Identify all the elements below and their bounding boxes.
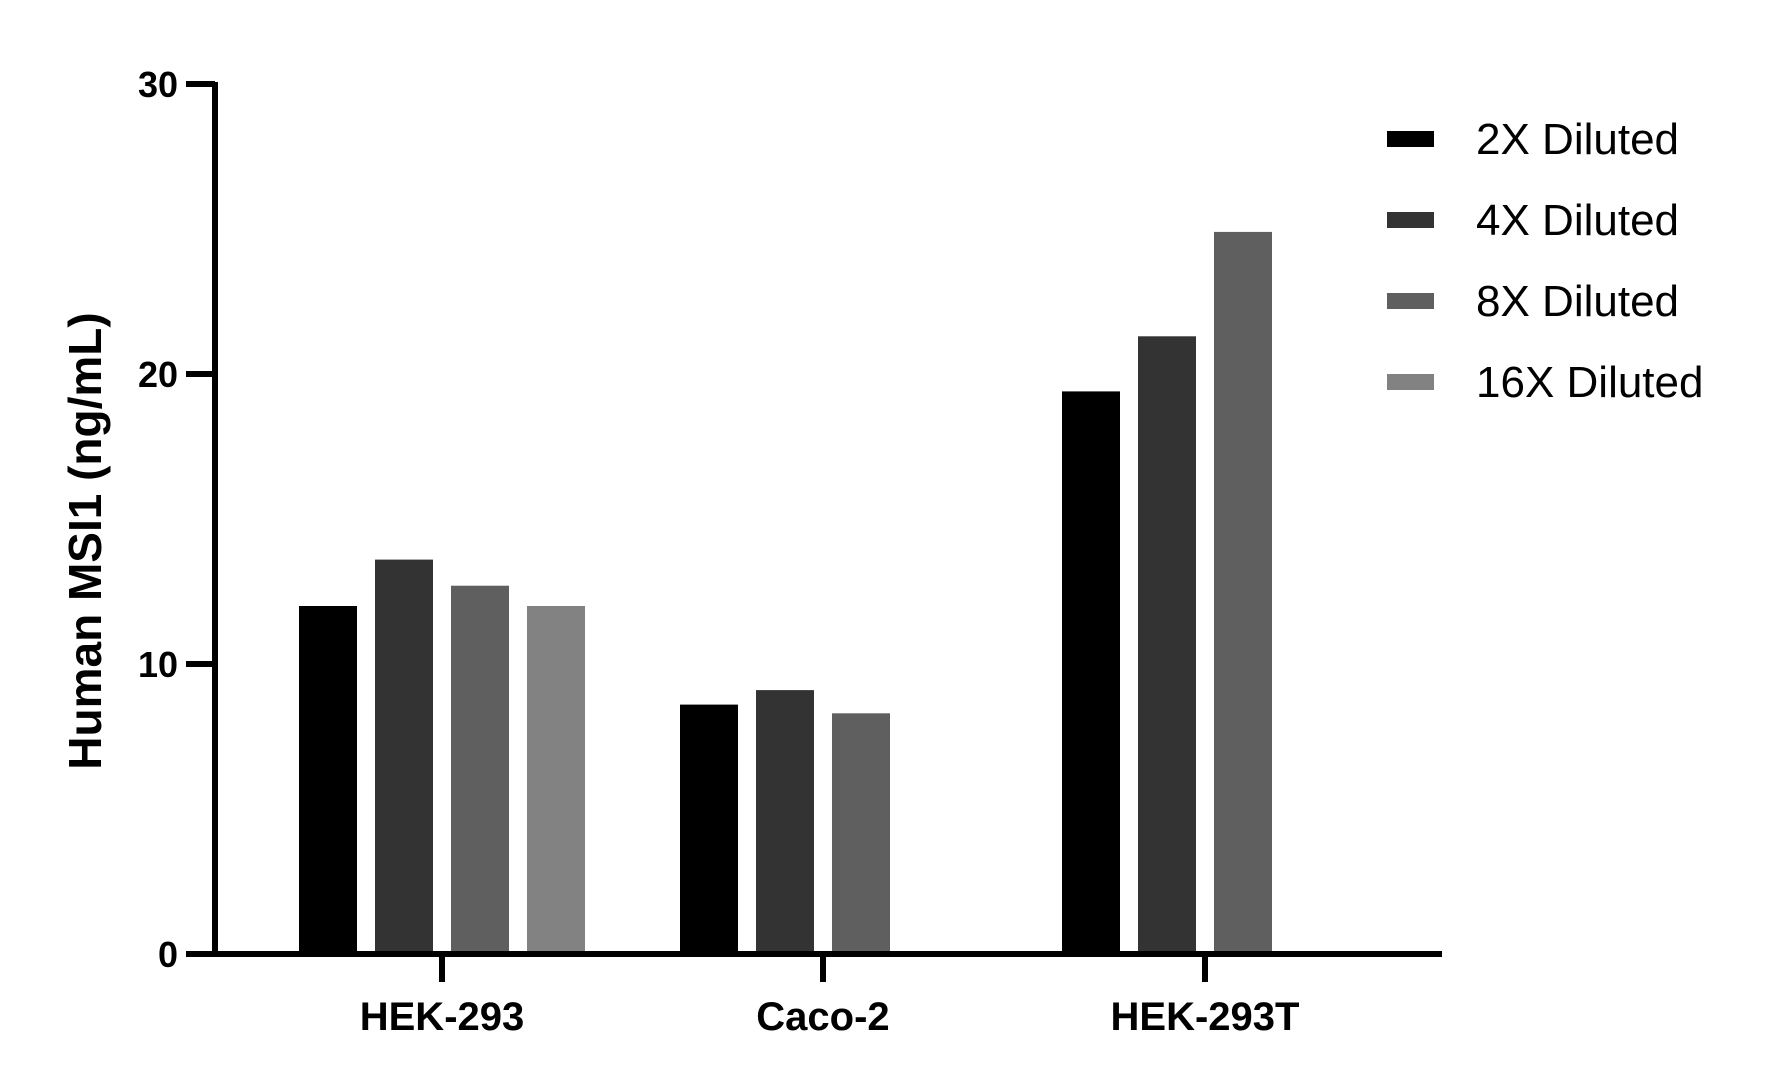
x-category-label: HEK-293T [1111, 995, 1300, 1039]
y-tick-label: 10 [138, 644, 178, 685]
y-axis: 0 10 20 30 [138, 64, 218, 975]
legend-swatch [1387, 374, 1434, 390]
legend-swatch [1387, 131, 1434, 147]
legend-swatch [1387, 293, 1434, 309]
bar-hek-293t-4x-diluted [1138, 336, 1196, 951]
x-category-label: HEK-293 [360, 995, 525, 1039]
bar-hek-293-2x-diluted [299, 606, 357, 951]
legend: 2X Diluted 4X Diluted 8X Diluted 16X Dilute… [1387, 115, 1703, 407]
legend-label: 2X Diluted [1476, 115, 1679, 164]
bar-caco-2-8x-diluted [832, 713, 890, 951]
bar-hek-293-4x-diluted [375, 559, 433, 951]
legend-swatch [1387, 212, 1434, 228]
legend-label: 4X Diluted [1476, 196, 1679, 245]
y-axis-title: Human MSI1 (ng/mL) [59, 312, 111, 769]
x-category-label: Caco-2 [756, 995, 889, 1039]
legend-label: 16X Diluted [1476, 358, 1703, 407]
bar-hek-293t-2x-diluted [1062, 391, 1120, 951]
x-axis: HEK-293 Caco-2 HEK-293T [212, 951, 1442, 1039]
bar-hek-293-8x-diluted [451, 585, 509, 951]
y-tick-label: 0 [158, 934, 178, 975]
bar-caco-2-2x-diluted [680, 704, 738, 951]
bars [299, 231, 1272, 951]
y-tick-label: 30 [138, 64, 178, 105]
y-tick-label: 20 [138, 354, 178, 395]
legend-label: 8X Diluted [1476, 277, 1679, 326]
bar-hek-293-16x-diluted [527, 606, 585, 951]
bar-caco-2-4x-diluted [756, 690, 814, 951]
bar-hek-293t-8x-diluted [1214, 231, 1272, 951]
